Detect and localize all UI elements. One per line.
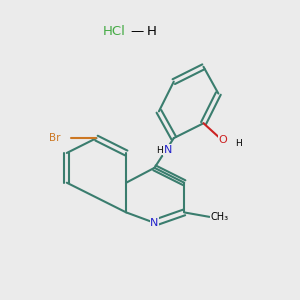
Text: H: H bbox=[235, 139, 242, 148]
Text: CH₃: CH₃ bbox=[211, 212, 229, 222]
Text: O: O bbox=[218, 135, 227, 145]
Text: HCl: HCl bbox=[103, 25, 126, 38]
Text: Br: Br bbox=[49, 133, 61, 143]
Text: N: N bbox=[150, 218, 159, 228]
Text: H: H bbox=[156, 146, 163, 154]
Text: N: N bbox=[164, 145, 172, 155]
Text: —: — bbox=[130, 25, 143, 38]
Text: H: H bbox=[146, 25, 156, 38]
